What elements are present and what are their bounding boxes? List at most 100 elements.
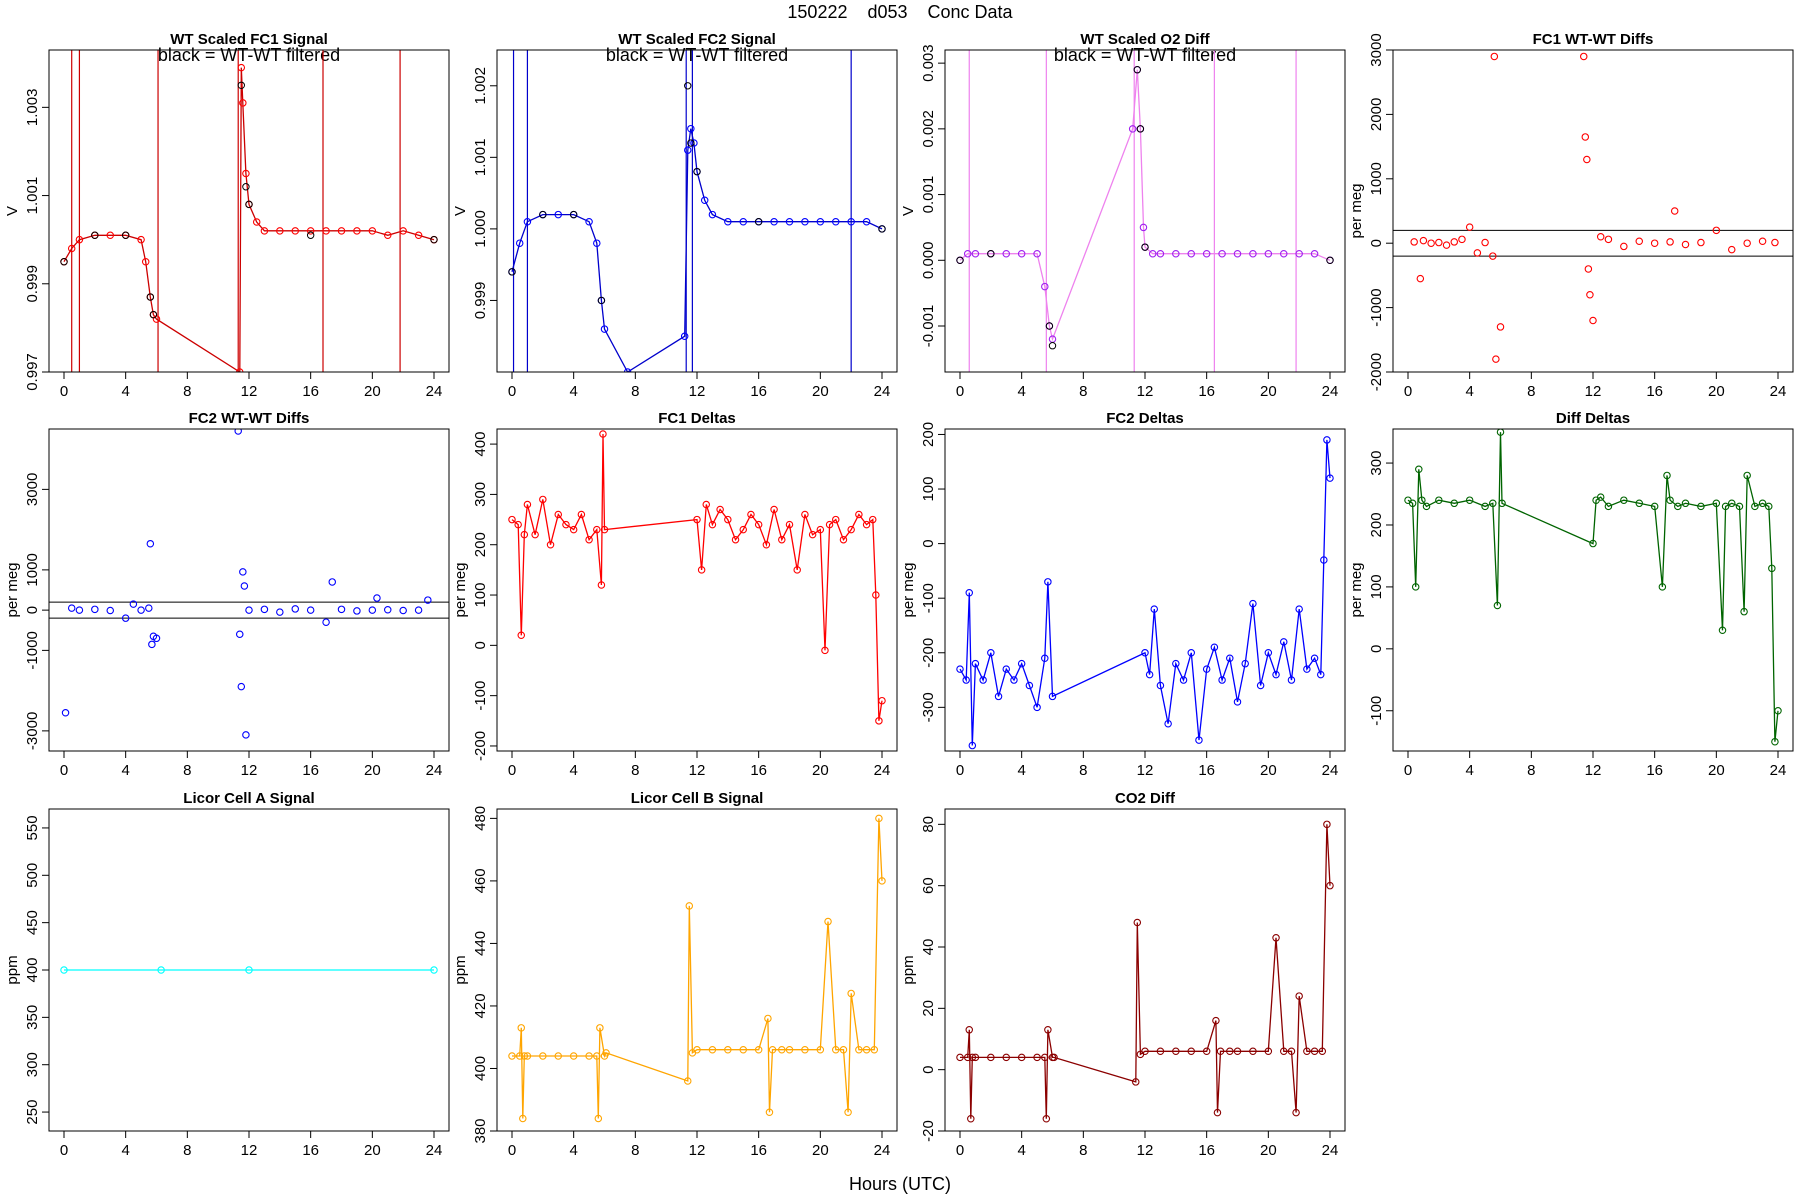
data-point [523, 217, 532, 226]
y-tick-label: 440 [472, 931, 489, 956]
x-tick-label: 0 [60, 383, 68, 400]
y-tick-label: 100 [472, 583, 489, 608]
data-point [739, 1045, 747, 1054]
data-point [1473, 249, 1482, 257]
x-tick-label: 20 [364, 1142, 381, 1159]
y-tick-label: 400 [472, 432, 489, 457]
y-tick-label: -100 [1368, 696, 1385, 726]
y-tick-label: -0.001 [920, 305, 937, 348]
data-point [855, 510, 863, 519]
x-tick-label: 20 [812, 762, 829, 779]
data-point [1132, 1078, 1140, 1086]
data-point [1212, 1016, 1220, 1025]
x-tick-label: 20 [812, 383, 829, 400]
panel-ylabel: per meg [1348, 183, 1365, 238]
data-point [1048, 692, 1057, 701]
x-tick-label: 24 [426, 762, 443, 779]
plot-area [1404, 429, 1782, 746]
data-point [1774, 706, 1782, 715]
data-point [971, 659, 980, 668]
x-tick-label: 8 [1527, 762, 1535, 779]
x-tick-label: 16 [302, 762, 319, 779]
x-tick-label: 12 [1585, 762, 1602, 779]
filtered-point [121, 231, 130, 239]
data-point [554, 210, 562, 219]
y-tick-label: 300 [24, 1052, 41, 1077]
panel-ylabel: V [452, 206, 469, 216]
data-point [1740, 607, 1748, 616]
x-tick-label: 16 [750, 762, 767, 779]
x-tick-label: 16 [1646, 762, 1663, 779]
filtered-point [687, 139, 695, 147]
y-tick-label: 2000 [1368, 98, 1385, 131]
data-point [963, 249, 972, 258]
data-point [824, 917, 832, 926]
x-tick-label: 4 [1465, 762, 1473, 779]
data-point [971, 1053, 980, 1062]
panel-ylabel: ppm [900, 955, 917, 984]
panel-frame [1392, 428, 1794, 752]
y-tick-label: 0 [920, 539, 937, 547]
data-point [967, 1114, 975, 1123]
x-tick-label: 20 [1260, 383, 1277, 400]
filtered-point [430, 235, 438, 244]
data-point [585, 217, 593, 226]
x-tick-label: 8 [183, 1142, 191, 1159]
data-point [1264, 649, 1273, 657]
plot-area [49, 429, 449, 739]
data-point [1187, 1047, 1196, 1056]
data-point [1218, 676, 1226, 684]
data-point [831, 1045, 840, 1054]
filtered-point [597, 296, 606, 305]
data-point [239, 568, 247, 576]
data-point [1442, 241, 1451, 249]
y-tick-label: 350 [24, 1005, 41, 1030]
data-point [839, 535, 848, 544]
data-point [373, 594, 381, 602]
data-point [1758, 499, 1767, 508]
data-point [67, 604, 76, 612]
x-tick-label: 16 [302, 1142, 319, 1159]
data-point [762, 540, 771, 549]
data-point [1172, 659, 1180, 668]
data-point [1658, 583, 1667, 591]
data-point [708, 520, 717, 529]
data-point [237, 63, 246, 72]
x-tick-label: 12 [689, 1142, 706, 1159]
data-point [554, 510, 562, 519]
panel-frame [1392, 49, 1794, 373]
filtered-point [693, 167, 701, 176]
data-point [1604, 235, 1613, 244]
x-tick-label: 12 [689, 762, 706, 779]
data-point [260, 227, 269, 235]
plot-area [956, 436, 1334, 750]
y-tick-label: 0 [1368, 645, 1385, 653]
y-tick-label: -100 [920, 583, 937, 613]
filtered-point [237, 81, 245, 89]
data-point [1216, 1047, 1225, 1056]
data-point [1041, 1053, 1049, 1062]
data-point [1697, 238, 1705, 247]
y-tick-label: 1.001 [472, 139, 489, 177]
data-point [60, 966, 68, 974]
data-point [328, 578, 336, 586]
data-point [306, 606, 315, 614]
data-point [67, 244, 76, 253]
data-point [847, 525, 855, 534]
x-tick-label: 0 [60, 1142, 68, 1159]
data-point [821, 646, 829, 655]
data-point [1017, 1053, 1026, 1062]
data-point [1586, 290, 1594, 299]
x-tick-label: 0 [956, 1142, 964, 1159]
x-tick-label: 4 [121, 762, 129, 779]
data-point [1172, 1047, 1180, 1056]
data-point [1712, 499, 1721, 508]
panel-7: FC2 Deltas per meg 0 4 8 12 16 20 24 -300 -200 -100… [900, 410, 1346, 779]
x-tick-label: 8 [1079, 383, 1087, 400]
data-point [1771, 238, 1779, 247]
data-point [137, 606, 145, 614]
data-point [1458, 235, 1466, 244]
data-point [399, 227, 407, 235]
